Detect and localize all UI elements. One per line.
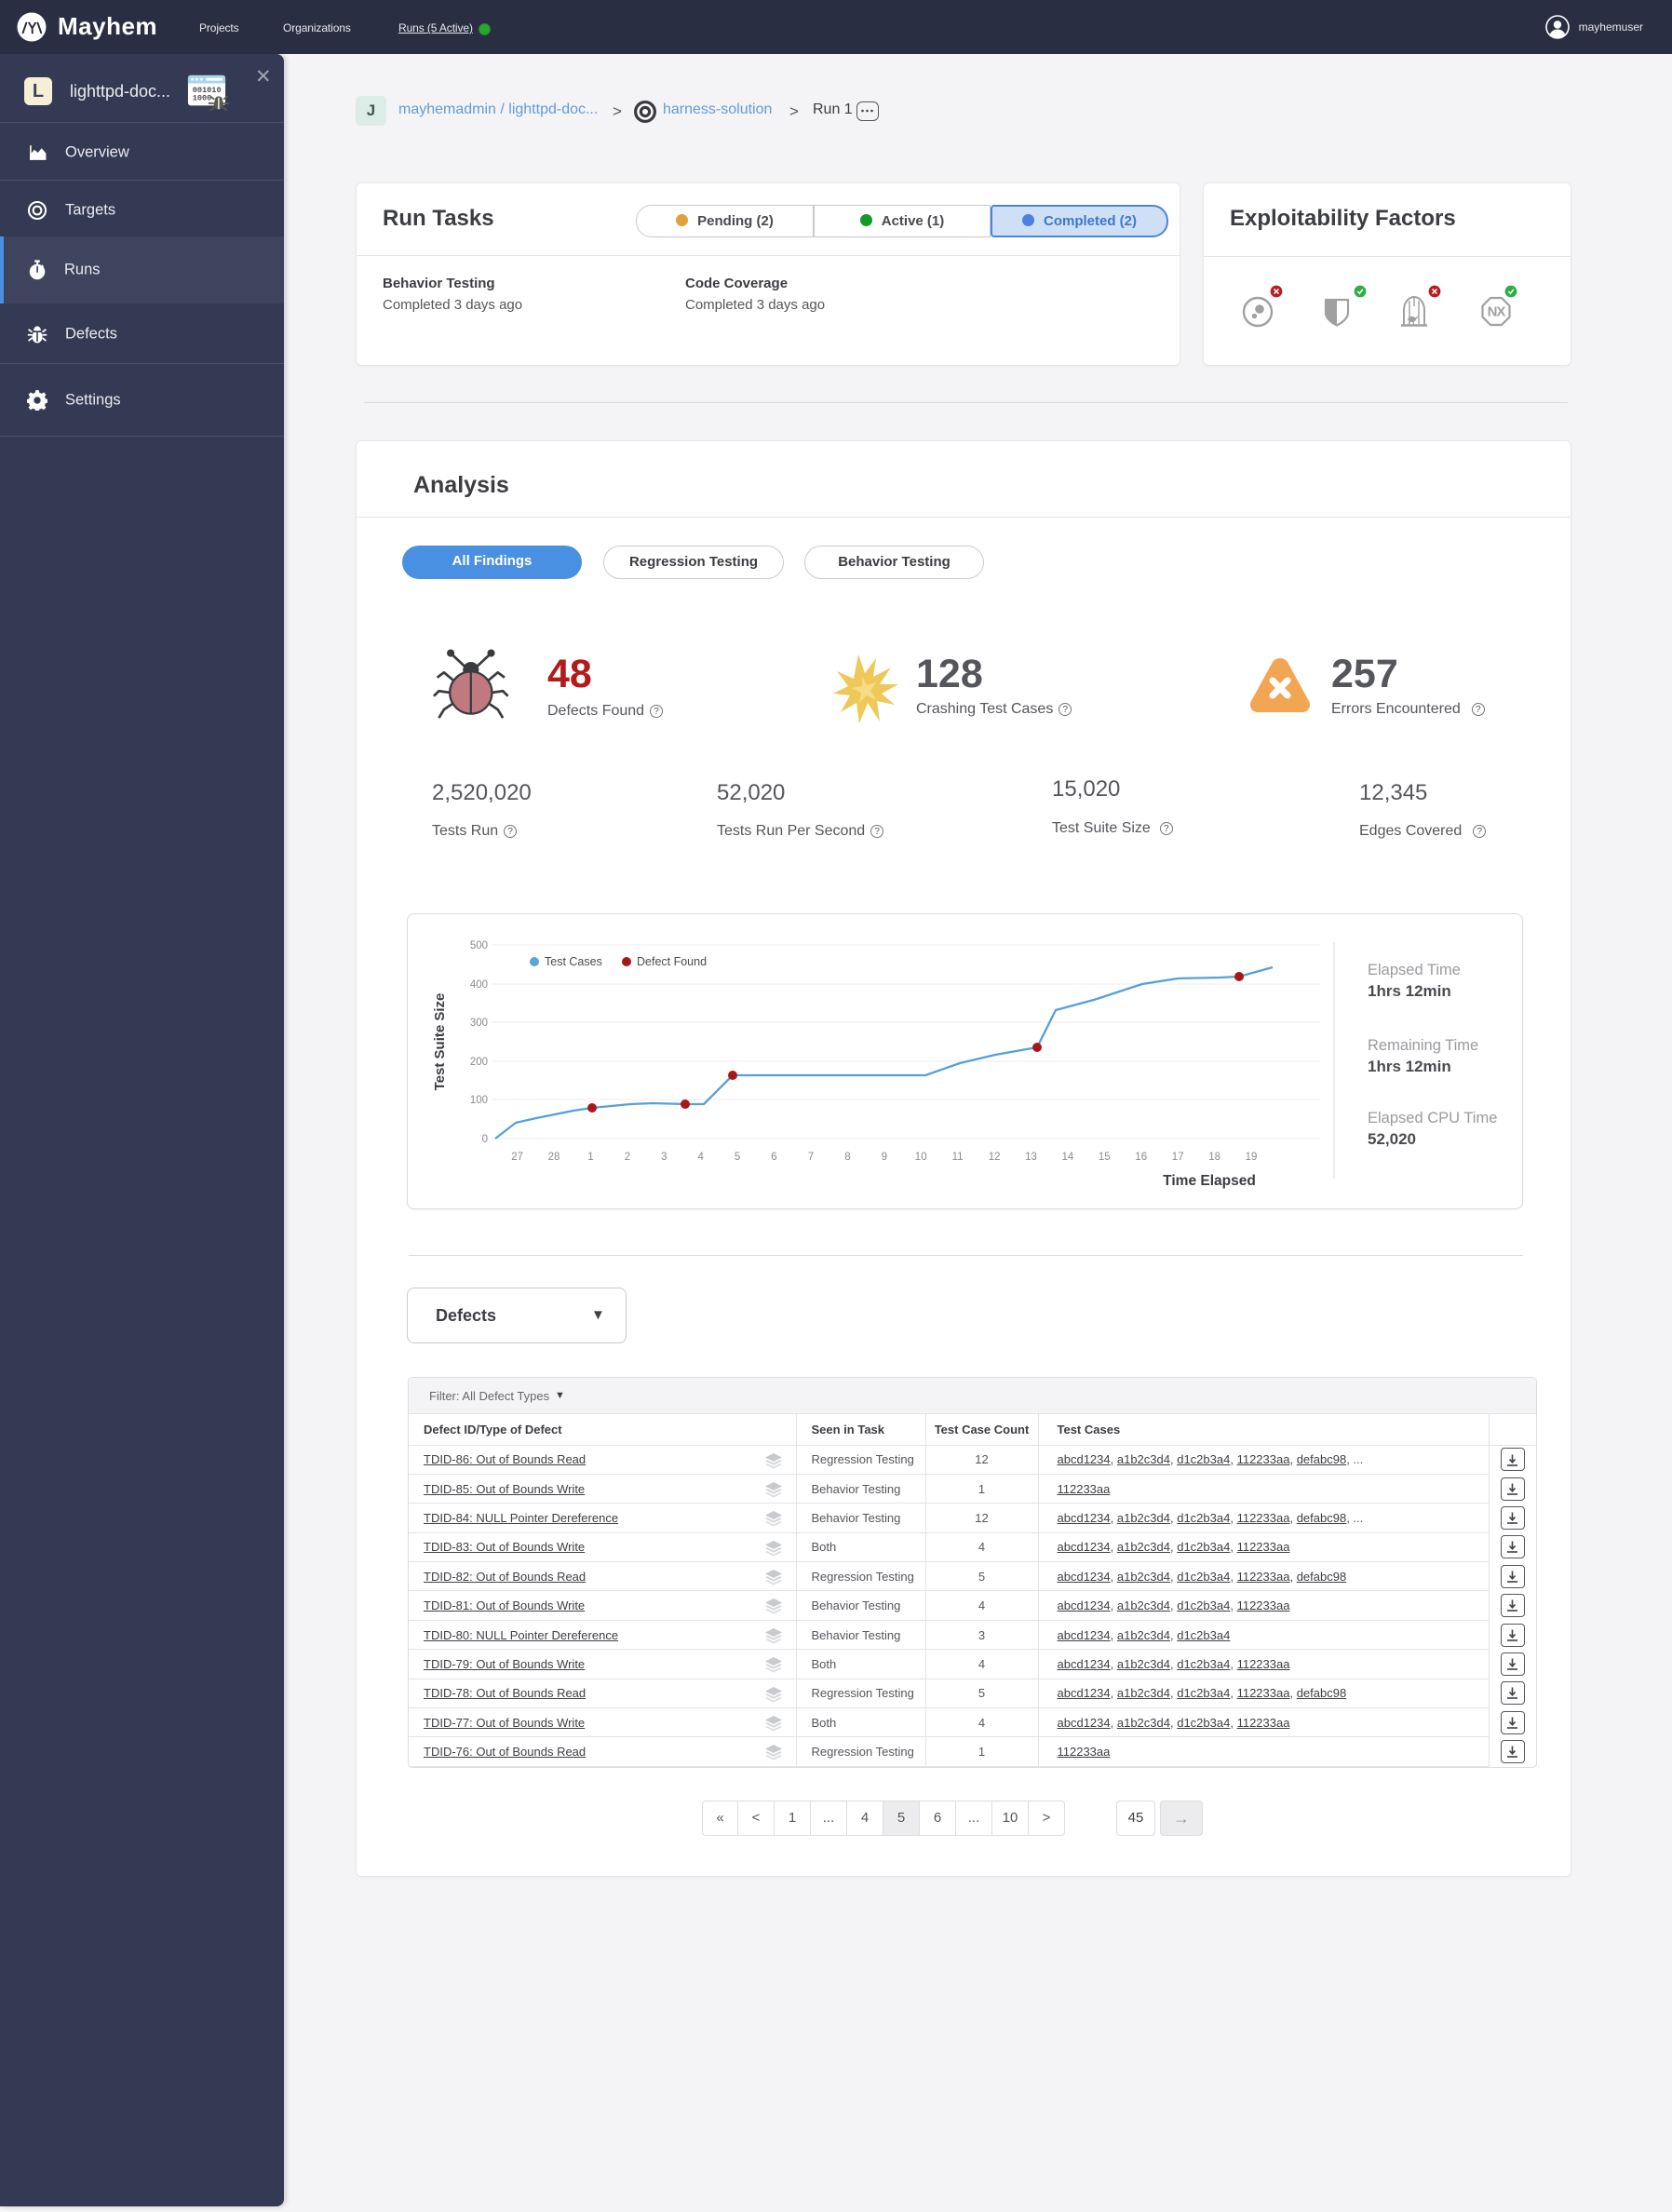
svg-text:1000: 1000 — [193, 94, 212, 103]
svg-text:17: 17 — [1172, 1152, 1184, 1163]
svg-text:3: 3 — [661, 1152, 667, 1163]
svg-text:1hrs 12min: 1hrs 12min — [1368, 1058, 1451, 1075]
svg-text:NX: NX — [1488, 304, 1506, 320]
svg-text:Remaining Time: Remaining Time — [1368, 1037, 1478, 1054]
svg-text:11: 11 — [952, 1152, 964, 1163]
svg-text:200: 200 — [470, 1057, 488, 1068]
svg-text:15: 15 — [1099, 1152, 1111, 1163]
svg-text:Elapsed CPU Time: Elapsed CPU Time — [1368, 1110, 1497, 1126]
svg-text:2: 2 — [625, 1152, 630, 1163]
svg-text:0: 0 — [482, 1134, 488, 1145]
svg-text:1hrs 12min: 1hrs 12min — [1368, 982, 1451, 1000]
svg-text:001010: 001010 — [193, 86, 222, 95]
svg-text:18: 18 — [1208, 1152, 1220, 1163]
svg-text:10: 10 — [915, 1152, 927, 1163]
svg-text:Defect Found: Defect Found — [637, 955, 707, 968]
svg-text:5: 5 — [735, 1152, 740, 1163]
svg-text:4: 4 — [697, 1152, 704, 1163]
svg-text:13: 13 — [1025, 1152, 1037, 1163]
svg-text:19: 19 — [1246, 1152, 1258, 1163]
svg-text:8: 8 — [844, 1152, 850, 1163]
svg-text:9: 9 — [882, 1152, 887, 1163]
svg-text:Time Elapsed: Time Elapsed — [1163, 1173, 1256, 1189]
svg-text:52,020: 52,020 — [1368, 1130, 1416, 1148]
svg-text:400: 400 — [470, 979, 488, 991]
svg-text:500: 500 — [470, 940, 488, 951]
svg-text:Elapsed Time: Elapsed Time — [1368, 962, 1461, 978]
svg-text:1: 1 — [587, 1152, 593, 1163]
svg-text:12: 12 — [989, 1152, 1001, 1163]
svg-text:14: 14 — [1062, 1152, 1074, 1163]
svg-text:100: 100 — [470, 1095, 488, 1106]
svg-text:6: 6 — [771, 1152, 776, 1163]
svg-text:7: 7 — [808, 1152, 814, 1163]
svg-text:28: 28 — [548, 1152, 560, 1163]
svg-text:27: 27 — [511, 1152, 523, 1163]
svg-text:16: 16 — [1135, 1152, 1147, 1163]
svg-text:Test Suite Size: Test Suite Size — [432, 993, 448, 1091]
svg-text:Test Cases: Test Cases — [545, 955, 602, 968]
svg-text:300: 300 — [470, 1018, 488, 1029]
